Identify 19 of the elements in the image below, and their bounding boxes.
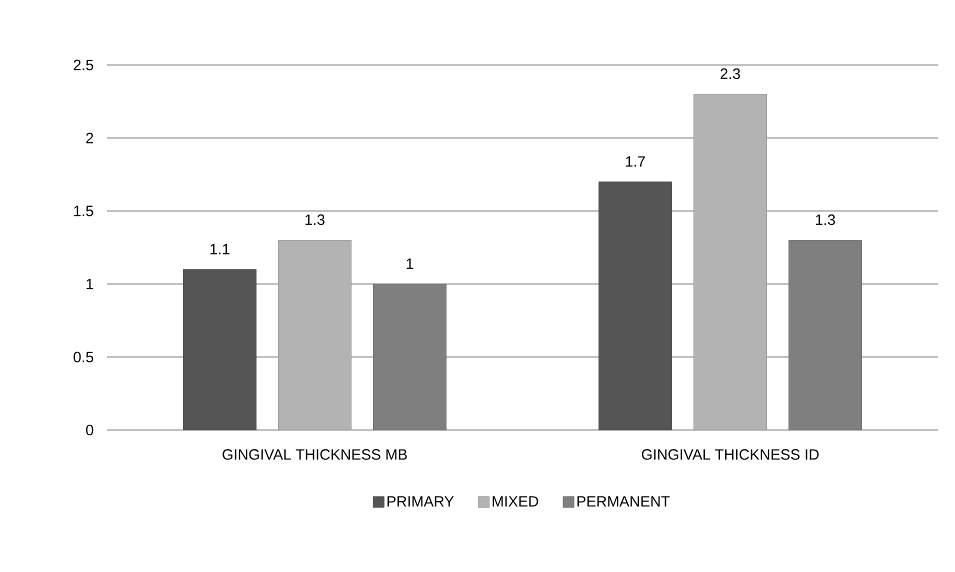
y-tick-label: 0 (86, 424, 94, 436)
data-label: 1.3 (306, 214, 324, 226)
y-tick-label: 2 (86, 132, 94, 144)
y-tick-label: 2.5 (74, 60, 94, 70)
bar (183, 269, 256, 430)
legend-label: PRIMARY (388, 496, 454, 507)
y-tick-label: 1 (86, 278, 94, 290)
legend-label: MIXED (492, 496, 538, 507)
data-label: 2.3 (720, 68, 740, 80)
data-label: 1.1 (210, 244, 230, 254)
data-label: 1.3 (816, 214, 835, 226)
x-tick-label: GINGIVAL THICKNESS MB (222, 449, 407, 460)
y-tick-label: 1.5 (74, 206, 94, 216)
legend-label: PERMANENT (577, 496, 670, 507)
data-label: 1.7 (626, 156, 645, 167)
bar (598, 182, 672, 430)
x-tick-label: GINGIVAL THICKNESS ID (642, 449, 819, 460)
y-tick-label: 0.5 (74, 352, 94, 362)
data-label: 1 (406, 258, 414, 269)
